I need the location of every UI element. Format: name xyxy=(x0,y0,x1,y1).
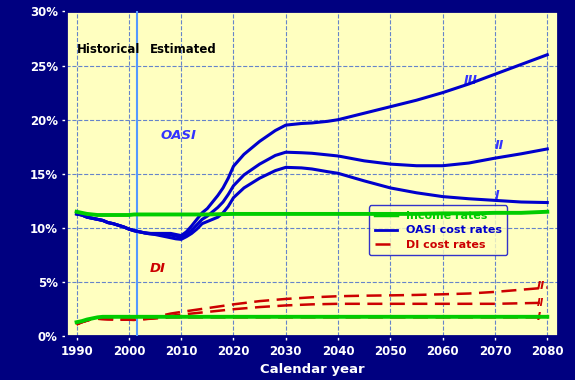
Text: Historical: Historical xyxy=(76,43,140,56)
Text: OASI: OASI xyxy=(160,130,196,142)
Text: II: II xyxy=(537,298,544,308)
X-axis label: Calendar year: Calendar year xyxy=(260,363,364,376)
Legend: Income rates, OASI cost rates, DI cost rates: Income rates, OASI cost rates, DI cost r… xyxy=(369,206,507,255)
Text: Estimated: Estimated xyxy=(150,43,217,56)
Text: DI: DI xyxy=(150,261,166,275)
Text: II: II xyxy=(495,139,504,152)
Text: I: I xyxy=(495,189,500,202)
Text: I: I xyxy=(537,312,541,322)
Text: III: III xyxy=(463,74,477,87)
Text: II: II xyxy=(537,282,545,291)
